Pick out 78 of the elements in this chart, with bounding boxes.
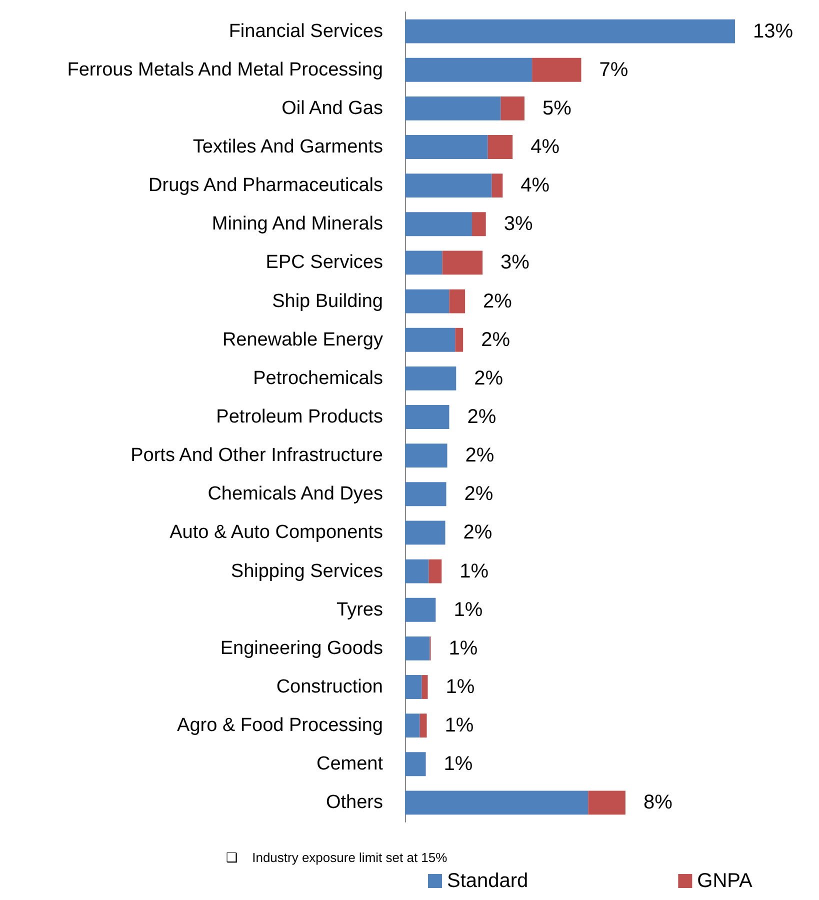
- bar: [405, 675, 422, 699]
- annotation: 3%: [504, 213, 533, 236]
- bar: [588, 790, 626, 815]
- y-tick-label: Petroleum Products: [216, 406, 383, 428]
- y-tick-label: Ports And Other Infrastructure: [130, 445, 383, 466]
- bar: [405, 58, 532, 82]
- bar: [405, 19, 735, 44]
- y-tick-label: Agro & Food Processing: [177, 715, 383, 736]
- y-tick-label: Auto & Auto Components: [170, 522, 383, 544]
- text: ❑ Industry exposure limit set at 15%: [226, 850, 448, 865]
- y-tick-label: Financial Services: [228, 20, 383, 42]
- annotation: 1%: [454, 598, 483, 621]
- annotation: 5%: [542, 97, 572, 120]
- annotation: 2%: [465, 444, 494, 467]
- annotation: 3%: [500, 252, 530, 274]
- annotation: 2%: [483, 290, 512, 312]
- bar: [492, 174, 503, 198]
- bar: [405, 174, 492, 198]
- bar: [405, 212, 472, 236]
- bar: [532, 58, 582, 82]
- y-tick-label: Construction: [276, 676, 383, 698]
- annotation: 7%: [599, 58, 628, 81]
- y-tick-label: Mining And Minerals: [212, 214, 383, 235]
- annotation: 1%: [444, 714, 474, 737]
- bar: [500, 96, 524, 120]
- y-tick-label: Cement: [316, 754, 384, 775]
- annotation: 1%: [460, 560, 489, 582]
- bar: [449, 289, 466, 314]
- annotation: 2%: [464, 483, 494, 506]
- annotation: 1%: [444, 753, 473, 776]
- bar: [405, 96, 501, 120]
- y-tick-label: Renewable Energy: [222, 329, 384, 350]
- bar: [405, 482, 446, 506]
- y-tick-label: Chemicals And Dyes: [208, 484, 383, 505]
- y-tick-label: EPC Services: [266, 252, 383, 274]
- annotation: 2%: [463, 522, 492, 544]
- bar: [442, 250, 483, 275]
- annotation: 1%: [446, 676, 475, 698]
- bar: [422, 675, 428, 699]
- bar: [405, 790, 588, 815]
- annotation: 2%: [474, 367, 504, 390]
- bar: [405, 752, 426, 776]
- bar: [405, 405, 450, 429]
- bar: [405, 520, 446, 545]
- bar: [428, 559, 442, 584]
- y-tick-label: Engineering Goods: [220, 638, 383, 659]
- bar: [405, 559, 429, 584]
- annotation: 4%: [530, 136, 560, 158]
- annotation: 4%: [520, 174, 550, 197]
- y-tick-label: Oil And Gas: [282, 98, 383, 119]
- legend-label: Standard: [447, 870, 528, 892]
- bar: [405, 328, 456, 352]
- legend-label: GNPA: [697, 870, 754, 892]
- bar: [405, 366, 456, 390]
- bar: [405, 598, 436, 622]
- y-tick-label: Ship Building: [272, 290, 383, 312]
- annotation: 1%: [448, 637, 478, 660]
- bar: [488, 135, 513, 159]
- bar: [405, 135, 488, 159]
- y-tick-label: Textiles And Garments: [192, 136, 383, 158]
- bar: [455, 328, 464, 352]
- y-tick-label: Drugs And Pharmaceuticals: [148, 175, 383, 196]
- bar: [405, 289, 450, 314]
- y-tick-label: Others: [326, 792, 383, 814]
- annotation: 13%: [753, 20, 794, 42]
- bar: [405, 444, 448, 468]
- bar: [405, 714, 420, 738]
- bar: [405, 250, 442, 275]
- bar: [420, 714, 427, 738]
- bar: [405, 636, 430, 660]
- y-tick-label: Tyres: [336, 599, 383, 620]
- annotation: 8%: [643, 792, 673, 814]
- y-tick-label: Petrochemicals: [253, 368, 383, 389]
- annotation: 2%: [481, 328, 510, 351]
- y-tick-label: Ferrous Metals And Metal Processing: [67, 59, 383, 80]
- bar: [472, 212, 486, 236]
- y-tick-label: Shipping Services: [230, 560, 383, 582]
- annotation: 2%: [467, 406, 496, 428]
